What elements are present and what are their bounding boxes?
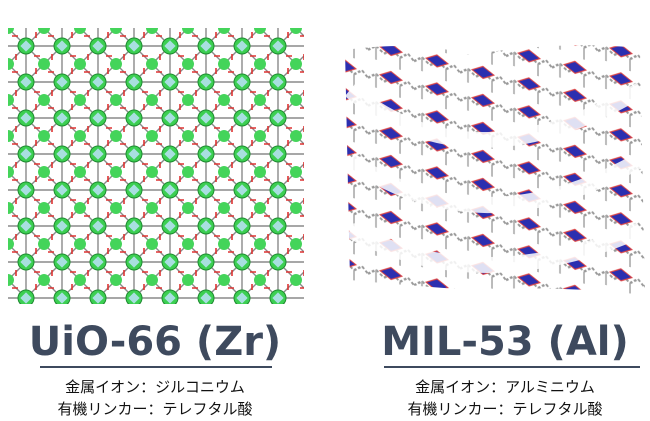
right-title: MIL-53 (Al) [381, 319, 629, 365]
left-underline [40, 366, 272, 368]
mil53-structure [345, 45, 645, 295]
uio66-structure [8, 28, 304, 304]
left-title: UiO-66 (Zr) [28, 319, 282, 365]
left-line: 金属イオン：ジルコニウム [65, 378, 245, 396]
right-underline [384, 366, 640, 368]
left-line: 有機リンカー：テレフタル酸 [57, 400, 253, 418]
structures [8, 28, 645, 304]
right-line: 有機リンカー：テレフタル酸 [407, 400, 603, 418]
right-line: 金属イオン：アルミニウム [415, 378, 595, 396]
